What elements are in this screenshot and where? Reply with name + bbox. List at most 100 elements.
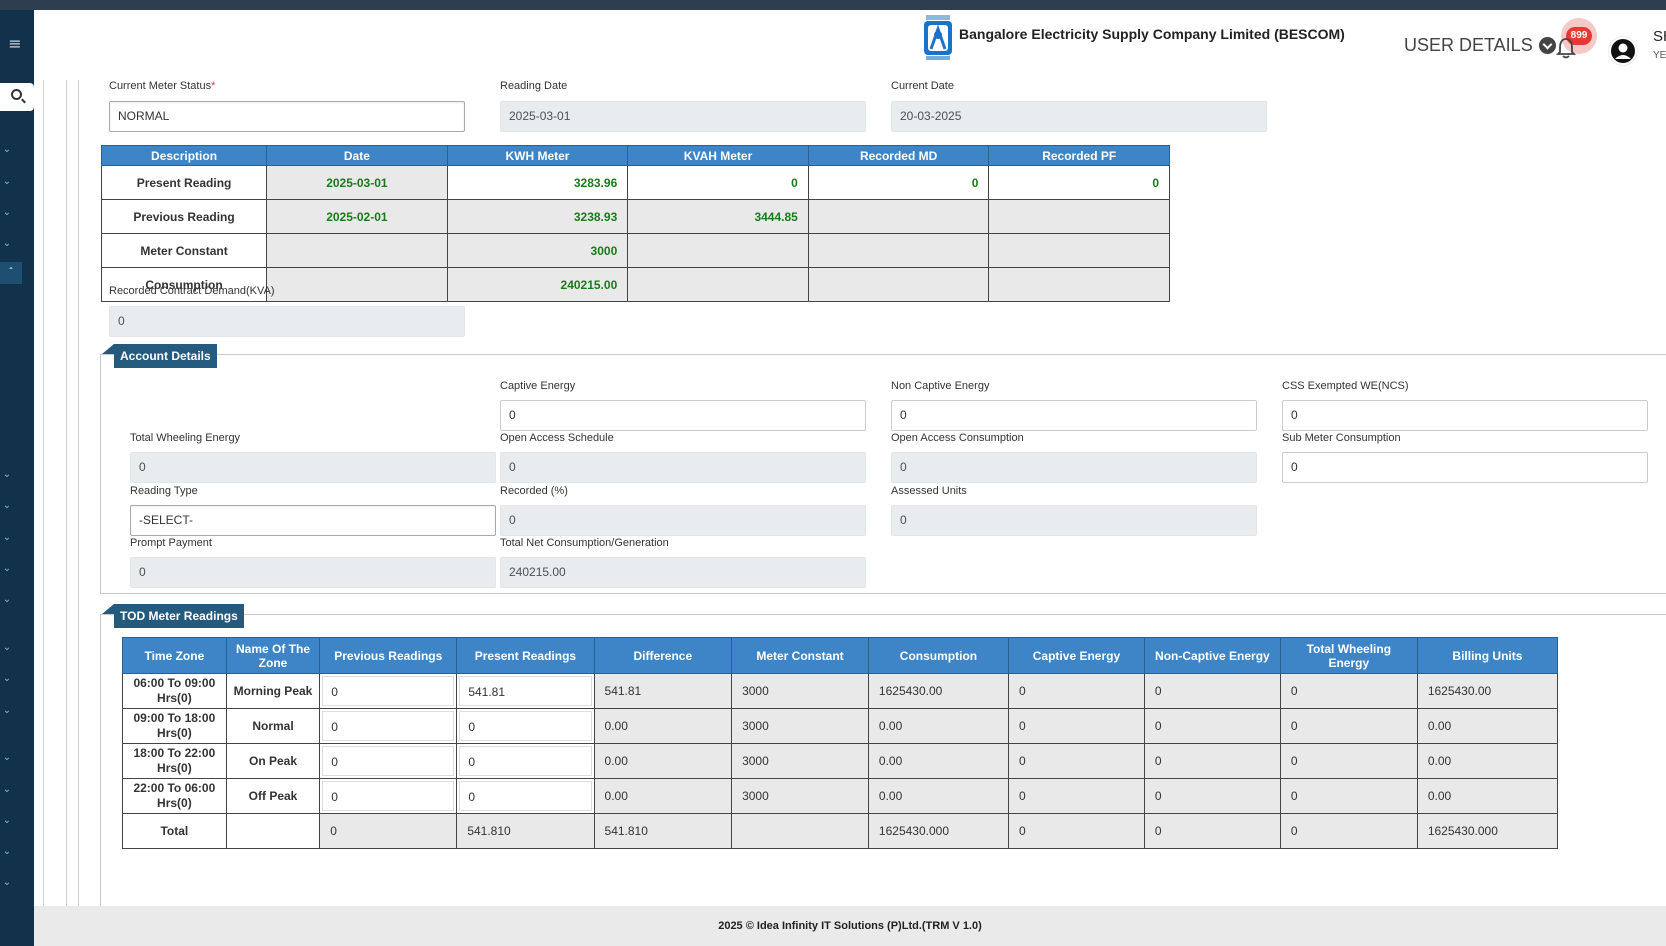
- non-captive-energy-cell: 0: [1143, 778, 1281, 814]
- chevron-down-icon[interactable]: ⌄: [2, 784, 12, 795]
- table-row: 06:00 To 09:00 Hrs(0) Morning Peak 0 541…: [122, 673, 1559, 709]
- row-date: [266, 233, 448, 268]
- chevron-down-icon[interactable]: ⌄: [2, 642, 12, 653]
- bescom-logo: [924, 15, 952, 60]
- total-consumption-cell: 1625430.000: [867, 813, 1010, 849]
- present-reading-input[interactable]: 0: [459, 781, 592, 811]
- zone-name-cell: Off Peak: [225, 778, 321, 814]
- prompt-payment-field: 0: [130, 557, 496, 588]
- present-reading-input[interactable]: 0: [459, 746, 592, 776]
- assessed-units-field: 0: [891, 505, 1257, 536]
- md-value: [807, 199, 990, 234]
- reading-type-select[interactable]: -SELECT-: [130, 505, 496, 536]
- current-date-label: Current Date: [891, 80, 954, 92]
- menu-icon[interactable]: ≡: [8, 34, 22, 53]
- company-name: Bangalore Electricity Supply Company Lim…: [959, 26, 1345, 42]
- col-header: Name Of The Zone: [225, 637, 321, 674]
- contract-demand-label: Recorded Contract Demand(KVA): [109, 285, 275, 297]
- bell-icon[interactable]: [1556, 37, 1576, 59]
- chevron-up-icon[interactable]: ˆ: [0, 262, 22, 284]
- table-row: Previous Reading 2025-02-01 3238.93 3444…: [100, 199, 1170, 234]
- assessed-units-label: Assessed Units: [891, 485, 967, 497]
- consumption-cell: 0.00: [867, 743, 1010, 779]
- chevron-down-icon[interactable]: ⌄: [2, 500, 12, 511]
- difference-cell: 541.81: [593, 673, 733, 709]
- present-reading-input[interactable]: 0: [459, 711, 592, 741]
- sub-meter-input[interactable]: 0: [1282, 452, 1648, 483]
- readings-table: Description Date KWH Meter KVAH Meter Re…: [100, 145, 1170, 302]
- caret-down-icon: [1538, 37, 1556, 54]
- kvah-value: 3444.85: [627, 199, 809, 234]
- current-meter-status-select[interactable]: NORMAL: [109, 101, 465, 132]
- col-header: Description: [100, 145, 268, 166]
- captive-energy-cell: 0: [1008, 673, 1145, 709]
- user-avatar-icon[interactable]: [1609, 37, 1637, 65]
- chevron-down-icon[interactable]: ⌄: [2, 144, 12, 155]
- previous-reading-input[interactable]: 0: [322, 676, 455, 706]
- non-captive-energy-input[interactable]: 0: [891, 400, 1257, 431]
- kwh-input[interactable]: 3283.96: [446, 165, 629, 200]
- chevron-down-icon[interactable]: ⌄: [2, 705, 12, 716]
- table-row: 18:00 To 22:00 Hrs(0) On Peak 0 0 0.00 3…: [122, 743, 1559, 779]
- open-access-schedule-label: Open Access Schedule: [500, 432, 614, 444]
- user-details-label: USER DETAILS: [1404, 35, 1533, 55]
- chevron-down-icon[interactable]: ⌄: [2, 815, 12, 826]
- previous-reading-input[interactable]: 0: [322, 711, 455, 741]
- captive-energy-input[interactable]: 0: [500, 400, 866, 431]
- total-captive-cell: 0: [1008, 813, 1145, 849]
- search-icon: [11, 89, 22, 100]
- md-input[interactable]: 0: [807, 165, 990, 200]
- recorded-pct-field: 0: [500, 505, 866, 536]
- row-date: [266, 267, 448, 302]
- divider: [78, 80, 79, 906]
- row-date: 2025-02-01: [266, 199, 448, 234]
- chevron-down-icon[interactable]: ⌄: [2, 176, 12, 187]
- md-value: [807, 233, 990, 268]
- chevron-down-icon[interactable]: ⌄: [2, 846, 12, 857]
- chevron-down-icon[interactable]: ⌄: [2, 594, 12, 605]
- row-date: 2025-03-01: [266, 165, 448, 200]
- previous-reading-input[interactable]: 0: [322, 746, 455, 776]
- previous-reading-input[interactable]: 0: [322, 781, 455, 811]
- total-net-field: 240215.00: [500, 557, 866, 588]
- col-header: Date: [266, 145, 448, 166]
- chevron-down-icon[interactable]: ⌄: [2, 563, 12, 574]
- table-row: Meter Constant 3000: [100, 233, 1170, 268]
- time-zone-cell: 09:00 To 18:00 Hrs(0): [122, 708, 227, 744]
- notification-badge[interactable]: 899: [1561, 18, 1597, 54]
- chevron-down-icon[interactable]: ⌄: [2, 469, 12, 480]
- difference-cell: 0.00: [593, 708, 733, 744]
- kvah-input[interactable]: 0: [627, 165, 809, 200]
- chevron-down-icon[interactable]: ⌄: [2, 673, 12, 684]
- css-exempted-input[interactable]: 0: [1282, 400, 1648, 431]
- pf-value: [988, 199, 1170, 234]
- meter-constant-cell: 3000: [731, 708, 869, 744]
- chevron-down-icon[interactable]: ⌄: [2, 752, 12, 763]
- kwh-value: 3000: [446, 233, 629, 268]
- sidebar: ≡ ⌄ ⌄ ⌄ ⌄ ˆ ⌄ ⌄ ⌄ ⌄ ⌄ ⌄ ⌄ ⌄ ⌄ ⌄ ⌄ ⌄ ⌄: [0, 10, 34, 946]
- reading-date-label: Reading Date: [500, 80, 568, 92]
- notification-count: 899: [1566, 27, 1592, 45]
- reading-date-field: 2025-03-01: [500, 101, 866, 132]
- time-zone-cell: 22:00 To 06:00 Hrs(0): [122, 778, 227, 814]
- chevron-down-icon[interactable]: ⌄: [2, 877, 12, 888]
- present-reading-input[interactable]: 541.81: [459, 676, 592, 706]
- top-strip: [0, 0, 1666, 10]
- user-details-dropdown[interactable]: USER DETAILS: [1404, 35, 1556, 56]
- sidebar-search-button[interactable]: [0, 83, 34, 111]
- col-header: Previous Readings: [319, 637, 458, 674]
- non-captive-energy-cell: 0: [1143, 673, 1281, 709]
- table-row: Present Reading 2025-03-01 3283.96 0 0 0: [100, 165, 1170, 200]
- user-name: SHARA: [1653, 28, 1666, 45]
- total-net-label: Total Net Consumption/Generation: [500, 537, 669, 549]
- chevron-down-icon[interactable]: ⌄: [2, 207, 12, 218]
- tod-legend: TOD Meter Readings: [102, 604, 244, 628]
- pf-input[interactable]: 0: [988, 165, 1170, 200]
- billing-units-cell: 0.00: [1416, 743, 1559, 779]
- captive-energy-cell: 0: [1008, 743, 1145, 779]
- col-header: Recorded MD: [807, 145, 990, 166]
- chevron-down-icon[interactable]: ⌄: [2, 238, 12, 249]
- open-access-consumption-field: 0: [891, 452, 1257, 483]
- difference-cell: 0.00: [593, 743, 733, 779]
- chevron-down-icon[interactable]: ⌄: [2, 532, 12, 543]
